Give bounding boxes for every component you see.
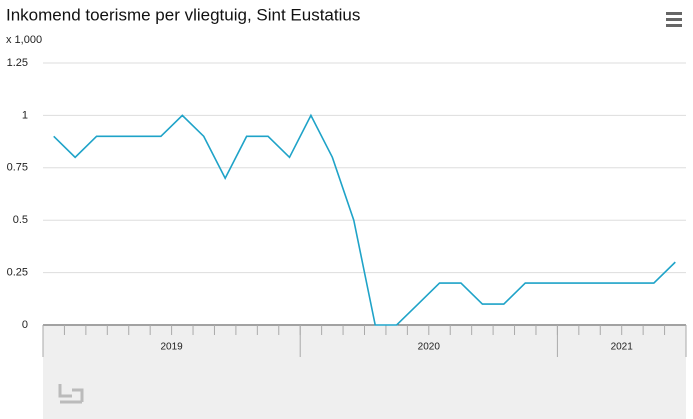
chart-title: Inkomend toerisme per vliegtuig, Sint Eu… (6, 5, 360, 24)
menu-button[interactable] (666, 12, 682, 27)
y-tick-label: 0.25 (7, 267, 28, 279)
x-group-label: 2020 (418, 342, 441, 353)
cbs-logo (58, 384, 84, 404)
x-group-label: 2021 (611, 342, 634, 353)
y-tick-label: 0.75 (7, 162, 28, 174)
unit-label: x 1,000 (6, 34, 42, 46)
data-line (53, 113, 676, 326)
x-axis-band (43, 326, 686, 419)
y-tick-label: 0 (22, 319, 28, 331)
y-tick-label: 0.5 (13, 214, 28, 226)
y-tick-label: 1.25 (7, 57, 28, 69)
x-group-label: 2019 (160, 342, 183, 353)
y-tick-label: 1 (22, 109, 28, 121)
